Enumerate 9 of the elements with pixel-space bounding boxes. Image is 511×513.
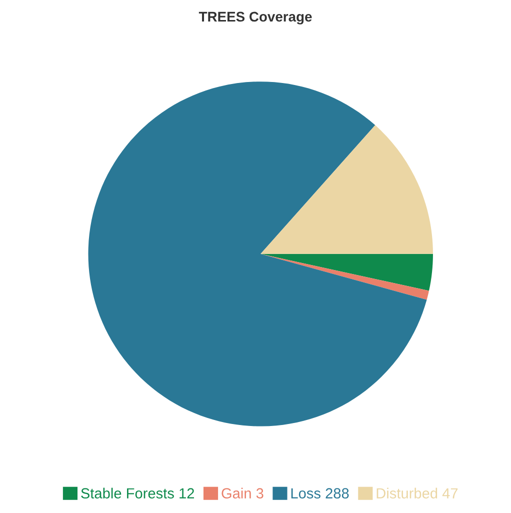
pie-slice (260, 254, 429, 300)
legend-label: Loss 288 (291, 488, 349, 498)
chart-title: TREES Coverage (198, 12, 312, 24)
pie-slice (88, 82, 427, 426)
legend-label: Disturbed 47 (376, 488, 458, 498)
pie-slice (260, 125, 433, 254)
legend-label: Stable Forests 12 (81, 488, 194, 498)
legend-label: Gain 3 (222, 488, 264, 498)
pie-slice (260, 254, 433, 291)
